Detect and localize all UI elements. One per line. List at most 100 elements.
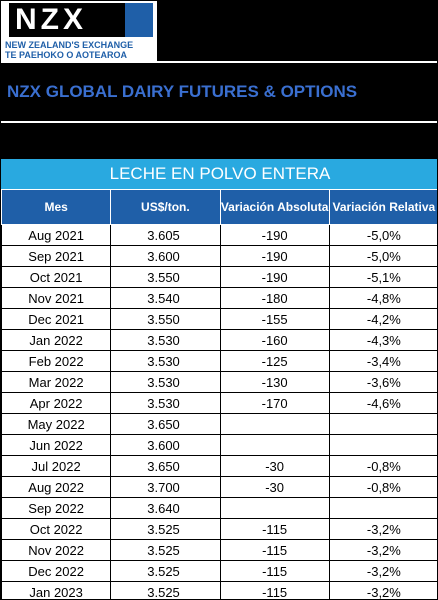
table-cell: 3.605 <box>110 224 221 246</box>
table-row: Oct 2021 3.550 -190 -5,1% <box>1 266 437 288</box>
table-cell: 3.640 <box>110 497 221 519</box>
table-cell: -5,1% <box>328 266 437 288</box>
table-cell: 3.600 <box>110 245 221 267</box>
header-row: Mes US$/ton. Variación Absoluta Variación R… <box>1 189 437 225</box>
table-cell: -170 <box>219 392 330 414</box>
table-cell: 3.700 <box>110 476 221 498</box>
table-cell: Oct 2021 <box>1 266 112 288</box>
logo: NZX NEW ZEALAND'S EXCHANGE TE PAEHOKO O … <box>1 1 157 61</box>
table-cell: Sep 2021 <box>1 245 112 267</box>
logo-subtitle: TE PAEHOKO O AOTEAROA <box>5 50 128 60</box>
column-header: Mes <box>1 189 112 225</box>
table-cell: 3.530 <box>110 350 221 372</box>
table-title: LECHE EN POLVO ENTERA <box>1 159 437 189</box>
table-cell: -5,0% <box>328 224 437 246</box>
table-cell: -0,8% <box>328 476 437 498</box>
table-cell: -160 <box>219 329 330 351</box>
table-cell: -3,4% <box>328 350 437 372</box>
table-cell: Sep 2022 <box>1 497 112 519</box>
table-cell: -115 <box>219 560 330 582</box>
table-row: Dec 2022 3.525 -115 -3,2% <box>1 560 437 582</box>
table-cell: 3.525 <box>110 518 221 540</box>
table-cell: Apr 2022 <box>1 392 112 414</box>
table-cell: Jan 2022 <box>1 329 112 351</box>
table-cell: -155 <box>219 308 330 330</box>
table-row: Oct 2022 3.525 -115 -3,2% <box>1 518 437 540</box>
table-cell: -115 <box>219 539 330 561</box>
table-cell: Dec 2022 <box>1 560 112 582</box>
column-header: Variación Absoluta <box>219 189 330 225</box>
table-cell: -3,2% <box>328 518 437 540</box>
table-cell: -190 <box>219 245 330 267</box>
table-cell: -190 <box>219 266 330 288</box>
table-row: May 2022 3.650 <box>1 413 437 435</box>
table-cell: -3,2% <box>328 539 437 561</box>
logo-text: NZX <box>9 3 125 37</box>
table-cell: -5,0% <box>328 245 437 267</box>
table-cell: -115 <box>219 581 330 599</box>
table-row: Jan 2023 3.525 -115 -3,2% <box>1 581 437 599</box>
table-cell: -4,3% <box>328 329 437 351</box>
table-cell: -3,2% <box>328 560 437 582</box>
table-cell: 3.525 <box>110 560 221 582</box>
table-cell: May 2022 <box>1 413 112 435</box>
table-cell: 3.525 <box>110 539 221 561</box>
subtitle-bar <box>1 123 437 159</box>
table-row: Feb 2022 3.530 -125 -3,4% <box>1 350 437 372</box>
table-cell: 3.650 <box>110 455 221 477</box>
logo-subtitle: NEW ZEALAND'S EXCHANGE <box>5 40 134 50</box>
table-cell <box>328 434 437 456</box>
table-row: Jul 2022 3.650 -30 -0,8% <box>1 455 437 477</box>
table-cell: -30 <box>219 455 330 477</box>
table-cell <box>219 497 330 519</box>
table-row: Nov 2021 3.540 -180 -4,8% <box>1 287 437 309</box>
table-cell: Nov 2022 <box>1 539 112 561</box>
table-row: Aug 2022 3.700 -30 -0,8% <box>1 476 437 498</box>
table-cell: Dec 2021 <box>1 308 112 330</box>
column-header: Variación Relativa <box>328 189 437 225</box>
table-cell: -190 <box>219 224 330 246</box>
top-bar: NZX NEW ZEALAND'S EXCHANGE TE PAEHOKO O … <box>1 1 437 61</box>
table-row: Mar 2022 3.530 -130 -3,6% <box>1 371 437 393</box>
table-cell <box>328 497 437 519</box>
table-row: Jun 2022 3.600 <box>1 434 437 456</box>
table-cell <box>328 413 437 435</box>
table-row: Apr 2022 3.530 -170 -4,6% <box>1 392 437 414</box>
table-cell: 3.525 <box>110 581 221 599</box>
table-cell: 3.550 <box>110 266 221 288</box>
table-cell: 3.550 <box>110 308 221 330</box>
table-body: Aug 2021 3.605 -190 -5,0% Sep 2021 3.600 -190-… <box>1 224 437 599</box>
table-cell: 3.530 <box>110 371 221 393</box>
table-cell: -4,8% <box>328 287 437 309</box>
table-cell: 3.600 <box>110 434 221 456</box>
table-cell: Aug 2022 <box>1 476 112 498</box>
table-cell: 3.540 <box>110 287 221 309</box>
table-cell: Mar 2022 <box>1 371 112 393</box>
table-cell: Jun 2022 <box>1 434 112 456</box>
page-title: NZX GLOBAL DAIRY FUTURES & OPTIONS <box>1 63 437 121</box>
table-cell: Jan 2023 <box>1 581 112 599</box>
table-cell: -180 <box>219 287 330 309</box>
table-cell: Feb 2022 <box>1 350 112 372</box>
table-cell: -130 <box>219 371 330 393</box>
table-cell <box>219 413 330 435</box>
table-cell: 3.650 <box>110 413 221 435</box>
logo-mark <box>125 3 153 37</box>
table-cell: Jul 2022 <box>1 455 112 477</box>
table-cell: -3,2% <box>328 581 437 599</box>
table-row: Sep 2021 3.600 -190 -5,0% <box>1 245 437 267</box>
price-table: Mes US$/ton. Variación Absoluta Variación R… <box>1 189 437 599</box>
column-header: US$/ton. <box>110 189 221 225</box>
table-cell: Oct 2022 <box>1 518 112 540</box>
table-cell <box>219 434 330 456</box>
table-row: Dec 2021 3.550 -155 -4,2% <box>1 308 437 330</box>
table-row: Jan 2022 3.530 -160 -4,3% <box>1 329 437 351</box>
table-row: Nov 2022 3.525 -115 -3,2% <box>1 539 437 561</box>
table-cell: -125 <box>219 350 330 372</box>
table-cell: -30 <box>219 476 330 498</box>
table-cell: -3,6% <box>328 371 437 393</box>
table-cell: 3.530 <box>110 392 221 414</box>
table-cell: Nov 2021 <box>1 287 112 309</box>
table-cell: -115 <box>219 518 330 540</box>
